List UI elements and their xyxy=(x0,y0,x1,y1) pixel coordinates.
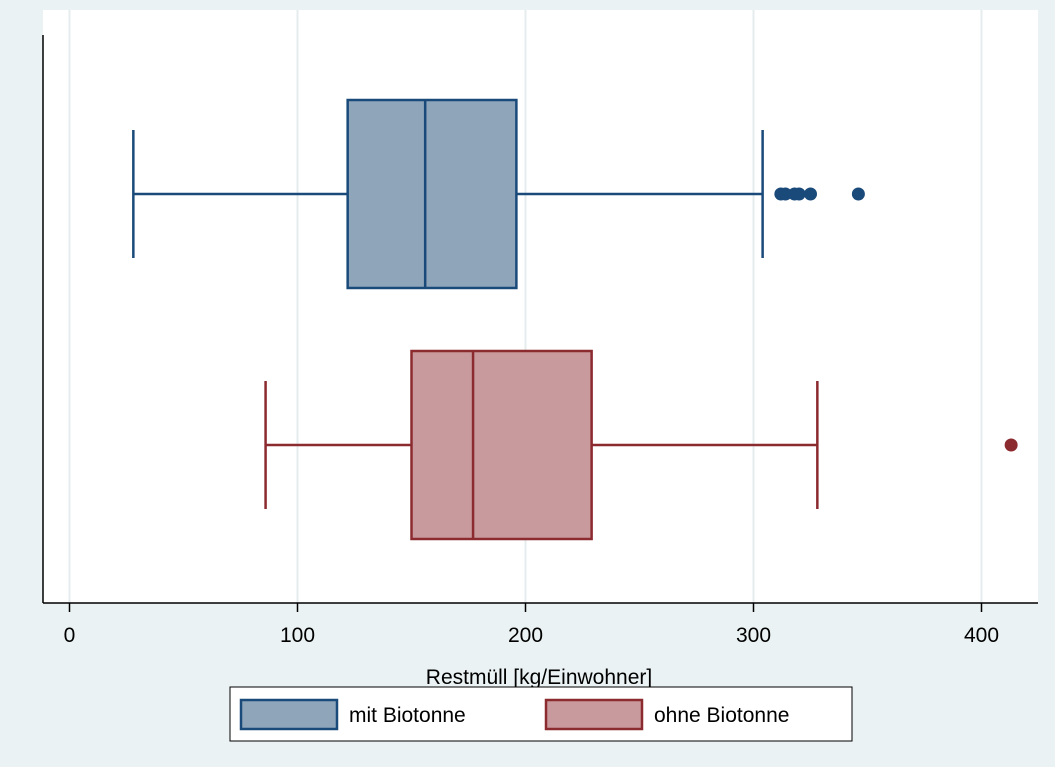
legend-swatch xyxy=(239,698,339,731)
legend-label: mit Biotonne xyxy=(349,704,466,727)
outlier-point xyxy=(792,187,806,201)
x-tick-label: 400 xyxy=(964,624,999,647)
x-axis-title: Restmüll [kg/Einwohner] xyxy=(426,666,652,689)
x-tick-label: 100 xyxy=(280,624,315,647)
box-series xyxy=(132,98,865,290)
iqr-box xyxy=(346,98,518,290)
legend-label: ohne Biotonne xyxy=(654,704,789,727)
x-tick-label: 0 xyxy=(64,624,76,647)
legend-swatch xyxy=(544,698,644,731)
x-tick-label: 200 xyxy=(508,624,543,647)
outlier-point xyxy=(804,187,817,201)
outlier-point xyxy=(1004,438,1018,452)
x-tick-label: 300 xyxy=(736,624,771,647)
iqr-box xyxy=(410,349,593,541)
outlier-point xyxy=(851,187,865,201)
box-series xyxy=(264,349,1018,541)
legend: mit Biotonne ohne Biotonne xyxy=(229,686,853,742)
x-axis-ticks: 0 100 200 300 400 xyxy=(64,603,999,647)
box-layer xyxy=(132,98,1018,541)
outlier-point xyxy=(778,187,792,201)
